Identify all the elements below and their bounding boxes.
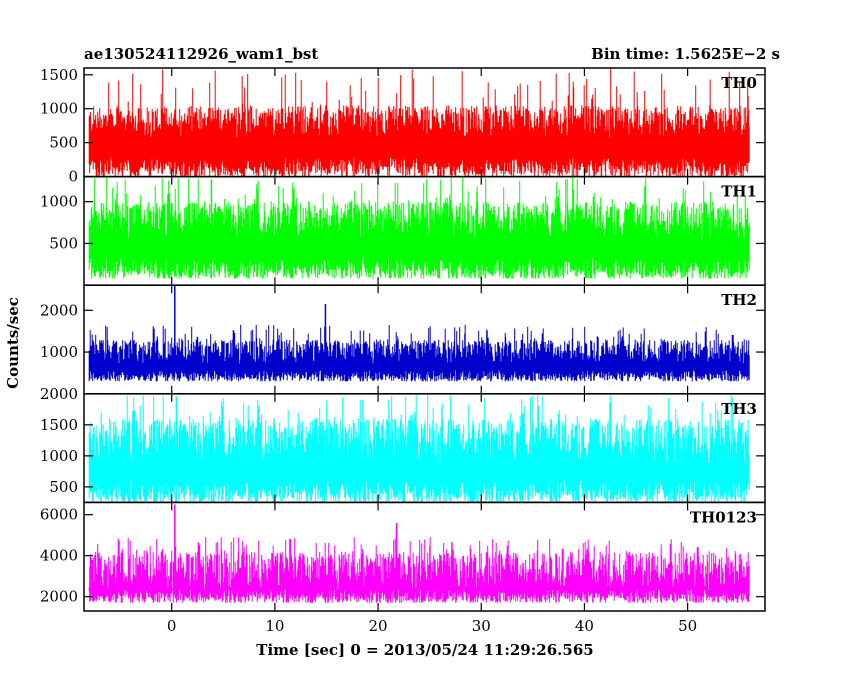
y-tick-label: 500 bbox=[49, 478, 78, 496]
y-axis-label: Counts/sec bbox=[4, 297, 22, 389]
x-tick-label: 40 bbox=[575, 617, 594, 635]
panel-label-th1: TH1 bbox=[721, 183, 757, 201]
y-tick-label: 1500 bbox=[40, 66, 78, 84]
x-tick-label: 10 bbox=[265, 617, 284, 635]
y-tick-label: 4000 bbox=[40, 547, 78, 565]
panel-frame bbox=[83, 501, 766, 612]
y-tick-label: 1000 bbox=[40, 100, 78, 118]
panel-label-th0: TH0 bbox=[721, 74, 757, 92]
panel-th0123: 2000 4000 6000 TH0123 bbox=[40, 501, 766, 612]
chart-title-left: ae130524112926_wam1_bst bbox=[84, 45, 318, 63]
y-tick-label: 500 bbox=[49, 234, 78, 252]
series-th0 bbox=[88, 68, 750, 177]
x-axis-label: Time [sec] 0 = 2013/05/24 11:29:26.565 bbox=[256, 641, 593, 659]
y-tick-label: 500 bbox=[49, 134, 78, 152]
x-tick-label: 0 bbox=[167, 617, 177, 635]
series-th2 bbox=[88, 324, 750, 382]
series-th3 bbox=[88, 394, 750, 503]
y-tick-label: 1000 bbox=[40, 193, 78, 211]
x-tick-label: 30 bbox=[472, 617, 491, 635]
x-tick-label: 50 bbox=[678, 617, 697, 635]
chart-title-right: Bin time: 1.5625E−2 s bbox=[591, 45, 780, 63]
y-tick-label: 2000 bbox=[40, 385, 78, 403]
panel-label-th2: TH2 bbox=[721, 291, 757, 309]
y-tick-label: 1000 bbox=[40, 343, 78, 361]
series-th0123 bbox=[88, 537, 750, 603]
y-tick-label: 1500 bbox=[40, 416, 78, 434]
panel-th2: 1000 2000 TH2 bbox=[40, 284, 766, 395]
panel-label-th0123: TH0123 bbox=[690, 508, 757, 526]
y-tick-label: 2000 bbox=[40, 301, 78, 319]
panel-th3: 500 1000 1500 2000 TH3 bbox=[40, 385, 766, 504]
series-th1 bbox=[88, 176, 750, 279]
x-tick-label: 20 bbox=[369, 617, 388, 635]
y-tick-label: 1000 bbox=[40, 447, 78, 465]
panel-label-th3: TH3 bbox=[721, 400, 757, 418]
panel-th0: 0 500 1000 1500 TH0 bbox=[40, 66, 766, 186]
y-tick-label: 2000 bbox=[40, 588, 78, 606]
panel-th1: 500 1000 TH1 bbox=[40, 175, 766, 286]
y-tick-label: 6000 bbox=[40, 506, 78, 524]
y-tick-label: 0 bbox=[68, 168, 78, 186]
